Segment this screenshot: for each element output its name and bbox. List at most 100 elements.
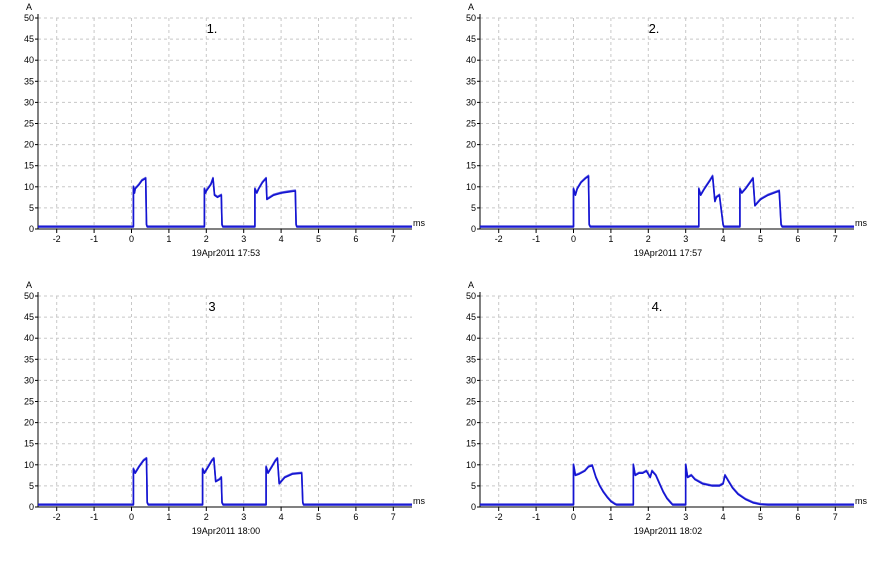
y-unit-label: A: [26, 2, 32, 12]
x-tick-label: 6: [795, 234, 800, 244]
y-tick-label: 45: [24, 34, 34, 44]
y-tick-label: 15: [24, 439, 34, 449]
x-tick-label: 4: [721, 512, 726, 522]
y-tick-label: 35: [466, 354, 476, 364]
current-trace-noise: [38, 456, 412, 505]
y-tick-label: 5: [471, 203, 476, 213]
y-unit-label: A: [468, 280, 474, 290]
y-tick-label: 10: [466, 182, 476, 192]
x-tick-label: 2: [646, 234, 651, 244]
x-tick-label: 4: [279, 512, 284, 522]
panel-title: 2.: [649, 21, 660, 36]
y-tick-label: 50: [24, 13, 34, 23]
panel-title: 1.: [207, 21, 218, 36]
current-trace-noise: [38, 176, 412, 227]
y-tick-label: 45: [466, 34, 476, 44]
current-trace: [38, 177, 412, 228]
x-tick-label: -1: [532, 512, 540, 522]
y-tick-label: 5: [471, 481, 476, 491]
y-unit-label: A: [26, 280, 32, 290]
y-tick-label: 50: [466, 291, 476, 301]
x-tick-label: 5: [316, 234, 321, 244]
y-tick-label: 40: [466, 55, 476, 65]
y-tick-label: 10: [24, 182, 34, 192]
y-tick-label: 45: [24, 312, 34, 322]
x-tick-label: 0: [571, 234, 576, 244]
y-tick-label: 15: [466, 161, 476, 171]
y-tick-label: 0: [471, 224, 476, 234]
x-tick-label: -2: [53, 234, 61, 244]
y-tick-label: 45: [466, 312, 476, 322]
x-tick-label: -2: [495, 234, 503, 244]
current-trace-noise: [480, 463, 854, 505]
y-tick-label: 25: [24, 119, 34, 129]
y-tick-label: 10: [24, 460, 34, 470]
y-tick-label: 35: [24, 76, 34, 86]
y-tick-label: 30: [24, 375, 34, 385]
y-tick-label: 15: [24, 161, 34, 171]
x-tick-label: -2: [53, 512, 61, 522]
y-tick-label: 5: [29, 203, 34, 213]
y-tick-label: 50: [24, 291, 34, 301]
x-tick-label: -2: [495, 512, 503, 522]
x-tick-label: 3: [241, 512, 246, 522]
y-tick-label: 15: [466, 439, 476, 449]
y-unit-label: A: [468, 2, 474, 12]
y-tick-label: 40: [24, 333, 34, 343]
y-tick-label: 25: [466, 397, 476, 407]
timestamp-label: 19Apr2011 17:53: [192, 248, 260, 258]
x-tick-label: -1: [90, 234, 98, 244]
x-tick-label: 2: [204, 234, 209, 244]
x-tick-label: 6: [353, 512, 358, 522]
y-tick-label: 10: [466, 460, 476, 470]
y-tick-label: 20: [466, 140, 476, 150]
x-tick-label: 7: [391, 234, 396, 244]
y-tick-label: 40: [466, 333, 476, 343]
y-tick-label: 30: [466, 375, 476, 385]
x-tick-label: 4: [279, 234, 284, 244]
y-tick-label: 40: [24, 55, 34, 65]
y-tick-label: 0: [471, 502, 476, 512]
x-tick-label: 7: [833, 512, 838, 522]
x-tick-label: 1: [608, 512, 613, 522]
x-unit-label: ms: [855, 218, 867, 228]
current-trace: [480, 175, 854, 228]
x-tick-label: -1: [90, 512, 98, 522]
x-tick-label: 5: [758, 512, 763, 522]
timestamp-label: 19Apr2011 17:57: [634, 248, 702, 258]
x-tick-label: -1: [532, 234, 540, 244]
x-tick-label: 1: [166, 234, 171, 244]
y-tick-label: 20: [24, 140, 34, 150]
y-tick-label: 35: [466, 76, 476, 86]
x-tick-label: 6: [795, 512, 800, 522]
x-tick-label: 7: [833, 234, 838, 244]
x-tick-label: 6: [353, 234, 358, 244]
y-tick-label: 35: [24, 354, 34, 364]
y-tick-label: 20: [466, 418, 476, 428]
timestamp-label: 19Apr2011 18:02: [634, 526, 702, 536]
x-unit-label: ms: [855, 496, 867, 506]
x-tick-label: 5: [316, 512, 321, 522]
x-tick-label: 1: [166, 512, 171, 522]
x-tick-label: 7: [391, 512, 396, 522]
x-unit-label: ms: [413, 496, 425, 506]
y-tick-label: 0: [29, 502, 34, 512]
x-tick-label: 5: [758, 234, 763, 244]
x-tick-label: 3: [683, 234, 688, 244]
x-tick-label: 2: [646, 512, 651, 522]
timestamp-label: 19Apr2011 18:00: [192, 526, 260, 536]
y-tick-label: 20: [24, 418, 34, 428]
panel-title: 4.: [652, 299, 663, 314]
current-trace-noise: [480, 174, 854, 227]
y-tick-label: 0: [29, 224, 34, 234]
y-tick-label: 25: [24, 397, 34, 407]
y-tick-label: 25: [466, 119, 476, 129]
y-tick-label: 50: [466, 13, 476, 23]
x-tick-label: 2: [204, 512, 209, 522]
y-tick-label: 30: [466, 97, 476, 107]
x-tick-label: 3: [683, 512, 688, 522]
